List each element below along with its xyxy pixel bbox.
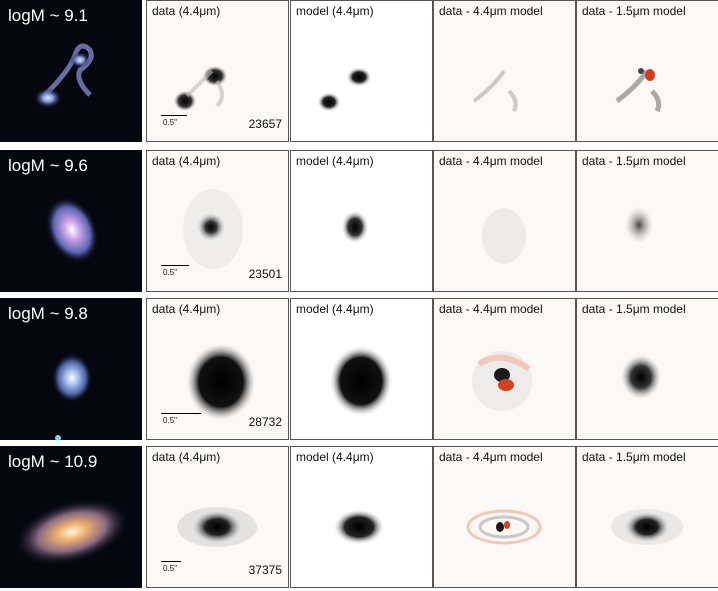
panel-title: model (4.4μm) [296, 302, 374, 316]
panel-residual-44: data - 4.4μm model [433, 0, 576, 142]
galaxy-id: 28732 [248, 415, 282, 429]
color-image-4: logM ~ 10.9 [0, 446, 142, 588]
panel-title: data - 4.4μm model [439, 302, 543, 316]
panel-model: model (4.4μm) [290, 298, 433, 440]
mass-label: logM ~ 9.8 [8, 304, 88, 323]
panel-title: data - 1.5μm model [582, 4, 686, 18]
panel-data: data (4.4μm) 0.5" 23657 [146, 0, 289, 142]
panel-residual-44: data - 4.4μm model [433, 446, 576, 588]
galaxy-row-3: logM ~ 9.8 data (4.4μm) 0.5" 28732 model… [0, 298, 718, 440]
panel-title: data - 1.5μm model [582, 154, 686, 168]
color-image-2: logM ~ 9.6 [0, 150, 142, 292]
panel-title: data - 4.4μm model [439, 154, 543, 168]
scale-bar: 0.5" [161, 560, 181, 573]
panel-title: data - 1.5μm model [582, 302, 686, 316]
panel-title: data (4.4μm) [152, 302, 221, 316]
panel-model: model (4.4μm) [290, 446, 433, 588]
panel-title: data - 1.5μm model [582, 450, 686, 464]
panel-residual-15: data - 1.5μm model [576, 0, 718, 142]
scale-bar: 0.5" [161, 114, 187, 127]
galaxy-row-1: logM ~ 9.1 data (4.4μm) 0.5" 23657 model… [0, 0, 718, 142]
mass-label: logM ~ 9.6 [8, 156, 88, 175]
panel-title: data - 4.4μm model [439, 4, 543, 18]
color-galaxy-2 [45, 197, 99, 263]
panel-title: data (4.4μm) [152, 450, 221, 464]
mass-label: logM ~ 10.9 [8, 452, 98, 471]
panel-data: data (4.4μm) 0.5" 37375 [146, 446, 289, 588]
mass-label: logM ~ 9.1 [8, 6, 88, 25]
panel-title: data (4.4μm) [152, 154, 221, 168]
panel-residual-15: data - 1.5μm model [576, 446, 718, 588]
panel-residual-15: data - 1.5μm model [576, 298, 718, 440]
color-image-1: logM ~ 9.1 [0, 0, 142, 142]
panel-residual-44: data - 4.4μm model [433, 150, 576, 292]
galaxy-row-4: logM ~ 10.9 data (4.4μm) 0.5" 37375 mode… [0, 446, 718, 588]
panel-title: model (4.4μm) [296, 154, 374, 168]
panel-data: data (4.4μm) 0.5" 23501 [146, 150, 289, 292]
panel-title: data (4.4μm) [152, 4, 221, 18]
panel-residual-44: data - 4.4μm model [433, 298, 576, 440]
color-galaxy-4 [15, 499, 129, 565]
panel-title: model (4.4μm) [296, 450, 374, 464]
panel-title: data - 4.4μm model [439, 450, 543, 464]
panel-model: model (4.4μm) [290, 0, 433, 142]
galaxy-id: 37375 [248, 563, 282, 577]
galaxy-id: 23501 [248, 267, 282, 281]
panel-data: data (4.4μm) 0.5" 28732 [146, 298, 289, 440]
color-image-3: logM ~ 9.8 [0, 298, 142, 440]
panel-model: model (4.4μm) [290, 150, 433, 292]
scale-bar: 0.5" [161, 264, 189, 277]
galaxy-row-2: logM ~ 9.6 data (4.4μm) 0.5" 23501 model… [0, 150, 718, 292]
galaxy-id: 23657 [248, 117, 282, 131]
color-galaxy-3 [52, 354, 92, 440]
scale-bar: 0.5" [161, 412, 201, 425]
panel-title: model (4.4μm) [296, 4, 374, 18]
color-galaxy-1 [34, 43, 94, 108]
panel-residual-15: data - 1.5μm model [576, 150, 718, 292]
